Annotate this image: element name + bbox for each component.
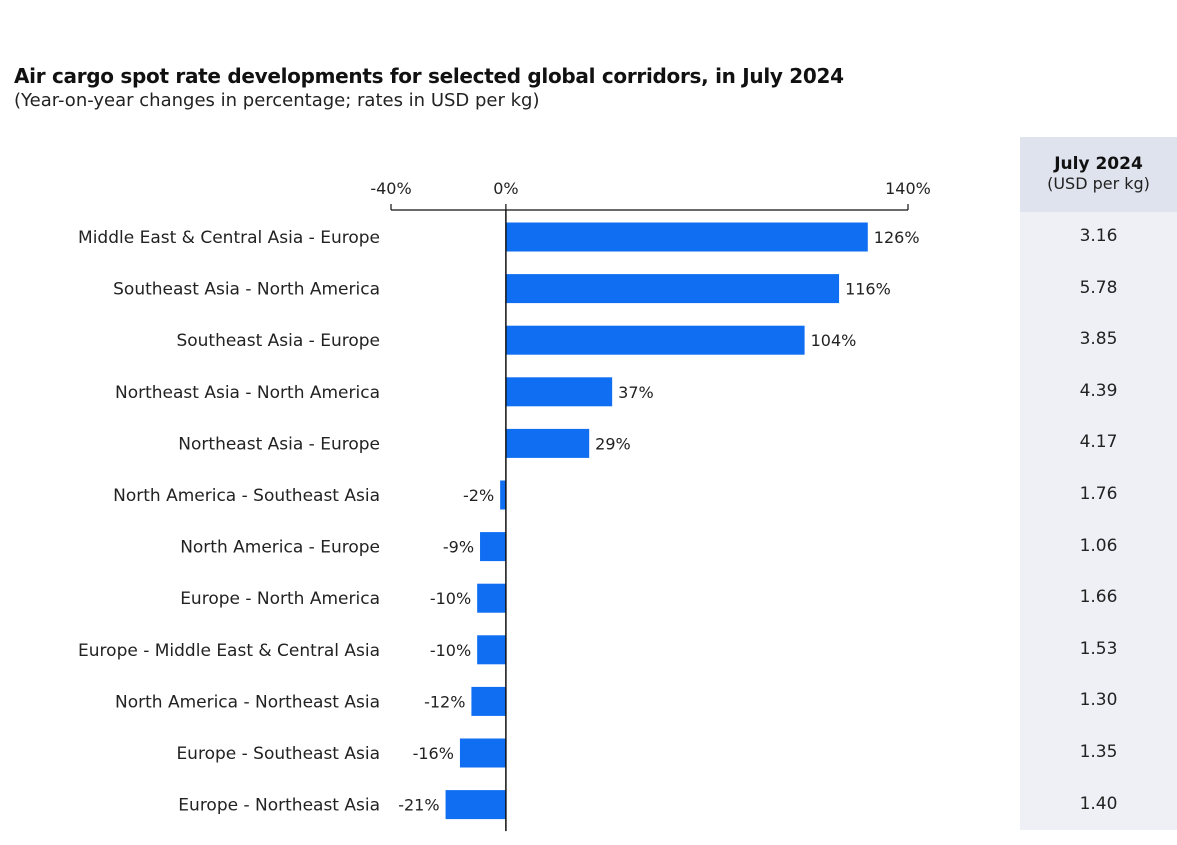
rate-value: 1.06 [1079, 535, 1118, 556]
rate-value: 1.35 [1079, 742, 1118, 762]
bar [505, 274, 840, 304]
rate-value: 1.76 [1079, 484, 1118, 504]
bar [505, 377, 613, 407]
data-label: 37% [618, 383, 654, 402]
bar [505, 428, 590, 458]
bar [459, 738, 506, 768]
category-label: North America - Europe [180, 538, 380, 558]
rate-panel-unit: (USD per kg) [1047, 174, 1150, 193]
rate-panel-header: July 2024 (USD per kg) [1020, 137, 1177, 212]
data-label: -21% [398, 796, 439, 815]
category-label: Europe - Southeast Asia [176, 744, 380, 764]
rate-value: 4.39 [1079, 380, 1118, 401]
rate-value: 1.53 [1079, 638, 1118, 659]
bar [477, 583, 506, 613]
data-label: 116% [845, 280, 891, 299]
chart-subtitle: (Year-on-year changes in percentage; rat… [14, 90, 540, 111]
data-label: -16% [413, 744, 454, 763]
category-label: Europe - Northeast Asia [178, 796, 380, 816]
chart-title: Air cargo spot rate developments for sel… [14, 64, 844, 88]
x-tick-label: -40% [370, 179, 411, 198]
data-label: -2% [463, 486, 494, 505]
category-label: Southeast Asia - North America [113, 280, 380, 300]
data-label: -10% [430, 641, 471, 660]
rate-value: 4.17 [1079, 432, 1118, 453]
data-label: 29% [595, 434, 631, 453]
bar [505, 325, 805, 355]
category-label: Europe - North America [180, 589, 380, 609]
data-label: -9% [443, 538, 474, 557]
data-label: -12% [424, 692, 465, 711]
x-tick-label: 0% [493, 179, 518, 198]
category-label: Middle East & Central Asia - Europe [78, 228, 380, 248]
data-label: 104% [811, 331, 857, 350]
bar [471, 686, 506, 716]
x-tick-label: 140% [885, 179, 931, 198]
bar [505, 222, 868, 252]
rate-value: 1.40 [1079, 793, 1118, 814]
rate-value: 3.85 [1079, 329, 1118, 350]
category-label: Northeast Asia - North America [115, 383, 380, 403]
rate-value: 5.78 [1079, 277, 1118, 298]
category-label: Europe - Middle East & Central Asia [78, 641, 380, 661]
x-axis: -40% 0% 140% [370, 179, 931, 211]
chart-rows: Middle East & Central Asia - Europe 126% S… [78, 222, 920, 820]
bar [500, 480, 506, 510]
data-label: -10% [430, 589, 471, 608]
rate-panel-title: July 2024 [1054, 154, 1143, 174]
data-label: 126% [874, 228, 920, 247]
bar [477, 635, 506, 665]
category-label: North America - Southeast Asia [113, 486, 380, 506]
bar [445, 790, 506, 820]
category-label: North America - Northeast Asia [115, 692, 380, 712]
rate-value: 1.30 [1079, 690, 1118, 711]
rate-value: 3.16 [1079, 226, 1118, 246]
rate-panel: July 2024 (USD per kg) 3.16 5.78 3.85 4.39 4… [1020, 137, 1177, 830]
bar-chart: -40% 0% 140% Middle East & Central Asia - … [78, 179, 931, 832]
rate-value: 1.66 [1079, 587, 1118, 608]
bar [480, 532, 506, 562]
category-label: Northeast Asia - Europe [178, 434, 380, 454]
category-label: Southeast Asia - Europe [176, 331, 380, 351]
